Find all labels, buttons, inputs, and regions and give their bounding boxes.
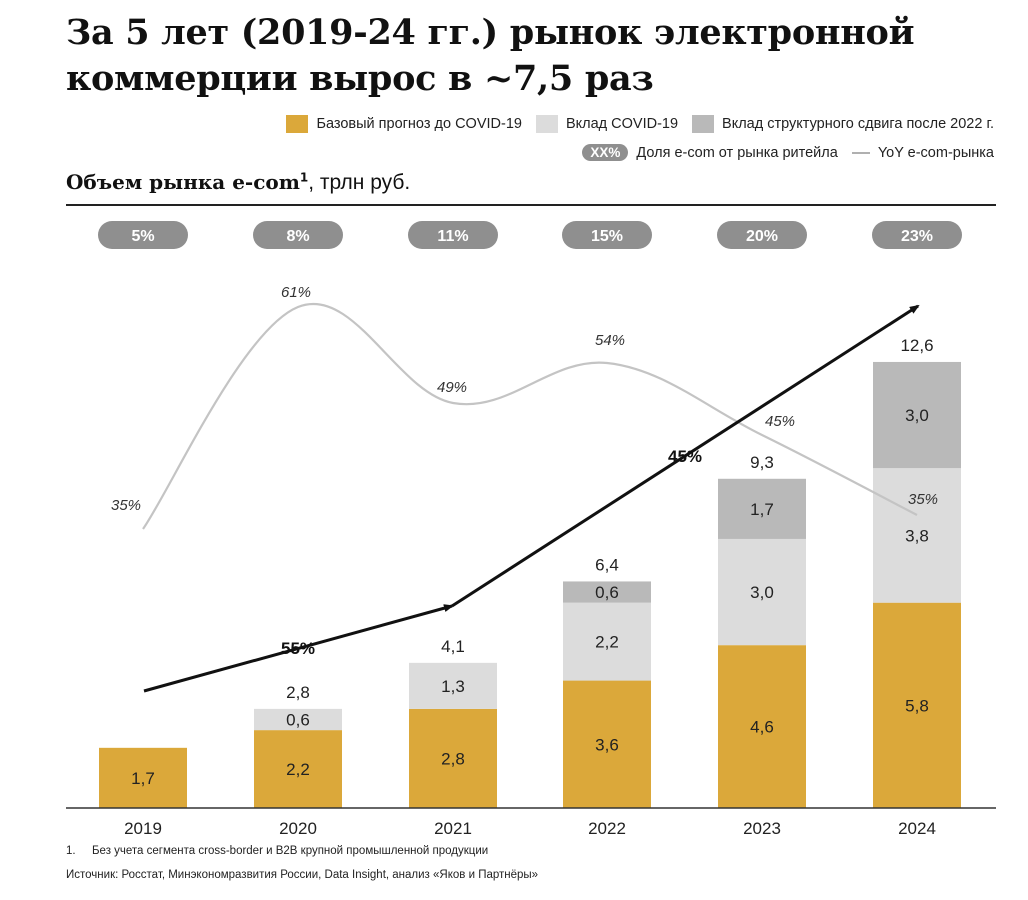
legend-item-base: Базовый прогноз до COVID-19 bbox=[286, 115, 522, 133]
legend-swatch-base bbox=[286, 115, 309, 133]
bar-total-label: 2,8 bbox=[286, 683, 310, 702]
share-pill bbox=[717, 221, 807, 249]
chart-title: За 5 лет (2019-24 гг.) рынок электронной… bbox=[66, 12, 915, 99]
bar-label-shift: 3,0 bbox=[905, 406, 929, 425]
cagr-arrow bbox=[451, 304, 920, 608]
bar-label-covid: 0,6 bbox=[286, 711, 310, 730]
bar-segment-covid bbox=[718, 538, 806, 646]
x-tick-label: 2024 bbox=[898, 819, 936, 838]
x-tick-label: 2021 bbox=[434, 819, 472, 838]
bar-label-base: 5,8 bbox=[905, 696, 929, 715]
bar-segment-base bbox=[563, 680, 651, 808]
bar-label-covid: 2,2 bbox=[595, 633, 619, 652]
legend-item-share: XX% Доля e-com от рынка ритейла bbox=[582, 144, 838, 161]
share-pill-label: 8% bbox=[286, 228, 309, 245]
legend-item-shift: Вклад структурного сдвига после 2022 г. bbox=[692, 115, 994, 133]
share-pill-label: 5% bbox=[131, 228, 154, 245]
share-pill bbox=[253, 221, 343, 249]
bar-label-shift: 0,6 bbox=[595, 583, 619, 602]
share-pill bbox=[98, 221, 188, 249]
x-tick-label: 2022 bbox=[588, 819, 626, 838]
share-pill-label: 23% bbox=[901, 228, 933, 245]
chart-svg: 5% 8% 11% 15% 20% 23% 1,7 2,2 0,6 2,8 2,8 1,3 4,1 3,6… bbox=[66, 221, 996, 838]
yoy-point-label: 49% bbox=[437, 379, 467, 396]
bar-segment-covid bbox=[409, 662, 497, 709]
x-tick-label: 2019 bbox=[124, 819, 162, 838]
bar-segment-base bbox=[873, 602, 961, 808]
bar-label-base: 4,6 bbox=[750, 718, 774, 737]
bar-label-base: 1,7 bbox=[131, 769, 155, 788]
bar-label-covid: 3,8 bbox=[905, 526, 929, 545]
bar-total-label: 9,3 bbox=[750, 453, 774, 472]
share-pill-label: 15% bbox=[591, 228, 623, 245]
share-pill bbox=[562, 221, 652, 249]
cagr-label: 45% bbox=[668, 447, 702, 466]
subtitle-footnote-mark: 1 bbox=[299, 170, 309, 185]
footnote-text: Без учета сегмента cross-border и B2B кр… bbox=[92, 845, 489, 857]
yoy-line bbox=[142, 303, 918, 530]
legend-swatch-covid bbox=[535, 115, 558, 133]
bar-segment-shift bbox=[873, 361, 961, 469]
bar-total-label: 4,1 bbox=[441, 637, 465, 656]
bar-segment-covid bbox=[254, 708, 342, 731]
bar-label-base: 3,6 bbox=[595, 735, 619, 754]
bar-label-shift: 1,7 bbox=[750, 500, 774, 519]
yoy-point-label: 45% bbox=[765, 413, 795, 430]
cagr-label: 55% bbox=[281, 639, 315, 658]
bar-label-base: 2,8 bbox=[441, 749, 465, 768]
x-tick-label: 2020 bbox=[279, 819, 317, 838]
bar-segment-base bbox=[409, 708, 497, 808]
bar-label-covid: 1,3 bbox=[441, 677, 465, 696]
legend-swatch-shift bbox=[692, 115, 715, 133]
legend-pill-sample: XX% bbox=[582, 144, 629, 161]
bar-segment-covid bbox=[873, 468, 961, 603]
legend-row-bars: Базовый прогноз до COVID-19 Вклад COVID-… bbox=[272, 115, 994, 133]
bar-label-covid: 3,0 bbox=[750, 583, 774, 602]
cagr-arrow bbox=[143, 604, 454, 693]
subtitle-main: Объем рынка e-com bbox=[66, 170, 300, 194]
legend-label-covid: Вклад COVID-19 bbox=[565, 116, 679, 132]
legend-row-indicators: XX% Доля e-com от рынка ритейла YoY e-co… bbox=[568, 144, 994, 161]
yoy-point-label: 54% bbox=[595, 332, 625, 349]
bar-segment-covid bbox=[563, 602, 651, 681]
bar-segment-base bbox=[99, 747, 187, 808]
bar-total-label: 12,6 bbox=[900, 336, 933, 355]
share-pill bbox=[872, 221, 962, 249]
bar-label-base: 2,2 bbox=[286, 760, 310, 779]
subtitle-unit: , трлн руб. bbox=[308, 171, 411, 194]
legend-label-shift: Вклад структурного сдвига после 2022 г. bbox=[722, 116, 994, 132]
legend-label-base: Базовый прогноз до COVID-19 bbox=[316, 116, 522, 132]
bar-segment-base bbox=[254, 730, 342, 808]
bar-segment-base bbox=[718, 645, 806, 808]
legend-item-yoy: YoY e-com-рынка bbox=[851, 144, 994, 161]
yoy-point-label: 35% bbox=[908, 491, 938, 508]
legend-label-share: Доля e-com от рынка ритейла bbox=[636, 144, 838, 161]
legend-item-covid: Вклад COVID-19 bbox=[535, 115, 679, 133]
bar-total-label: 6,4 bbox=[595, 555, 619, 574]
yoy-point-label: 35% bbox=[111, 497, 141, 514]
bar-segment-shift bbox=[563, 581, 651, 603]
share-pill bbox=[408, 221, 498, 249]
chart-subtitle: Объем рынка e-com1, трлн руб. bbox=[66, 170, 410, 195]
legend-line-sample bbox=[851, 151, 870, 154]
legend-label-yoy: YoY e-com-рынка bbox=[877, 144, 994, 161]
bar-segment-shift bbox=[718, 478, 806, 539]
footnote-note: 1. Без учета сегмента cross-border и B2B … bbox=[66, 845, 488, 857]
footnote-source: Источник: Росстат, Минэкономразвития Рос… bbox=[66, 869, 539, 881]
x-tick-label: 2023 bbox=[743, 819, 781, 838]
yoy-point-label: 61% bbox=[281, 284, 311, 301]
share-pill-label: 11% bbox=[437, 228, 468, 245]
share-pill-label: 20% bbox=[746, 228, 778, 245]
footnote-number: 1. bbox=[66, 845, 76, 857]
top-divider bbox=[66, 204, 996, 206]
